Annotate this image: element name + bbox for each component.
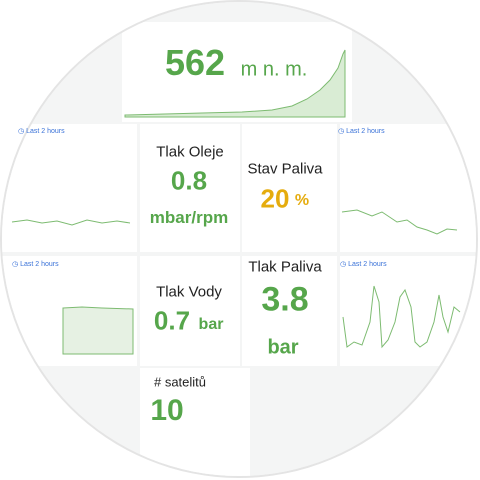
panel xyxy=(140,368,250,476)
panel-unit: bar xyxy=(267,336,299,359)
panel-value: 0.7 xyxy=(153,305,191,336)
panel xyxy=(242,256,337,366)
panel-unit: mbar/rpm xyxy=(149,208,229,227)
panel xyxy=(140,256,240,366)
panel-value: 10 xyxy=(150,394,184,427)
panel-title: Tlak Oleje xyxy=(156,143,224,161)
panel xyxy=(340,256,476,366)
panel-title: Tlak Vody xyxy=(156,283,222,301)
sparkline-area xyxy=(62,306,134,355)
panel-value: 0.8 xyxy=(170,165,208,196)
panel xyxy=(340,124,476,252)
altitude-unit: m n. m. xyxy=(240,58,308,81)
panel xyxy=(140,124,240,252)
panel-title: # satelitů xyxy=(153,374,207,390)
panels-graphics xyxy=(2,2,476,476)
sparkline-area xyxy=(124,49,346,118)
time-range: Last 2 hours xyxy=(338,127,385,135)
altitude-value: 562 xyxy=(164,42,226,83)
sparkline xyxy=(342,285,461,349)
time-range: Last 2 hours xyxy=(340,260,387,268)
panel-unit: % xyxy=(294,192,310,209)
panel xyxy=(242,124,337,252)
sparkline xyxy=(341,209,458,235)
panel-unit: bar xyxy=(198,316,224,333)
panel-value: 3.8 xyxy=(261,280,309,319)
sparkline xyxy=(11,219,131,226)
time-range: Last 2 hours xyxy=(12,260,59,268)
round-display xyxy=(2,2,476,476)
panel-title: Tlak Paliva xyxy=(248,258,322,276)
time-range: Last 2 hours xyxy=(18,127,65,135)
panel-value: 20 xyxy=(260,183,290,214)
panel-title: Stav Paliva xyxy=(247,160,323,178)
panel xyxy=(2,124,137,252)
